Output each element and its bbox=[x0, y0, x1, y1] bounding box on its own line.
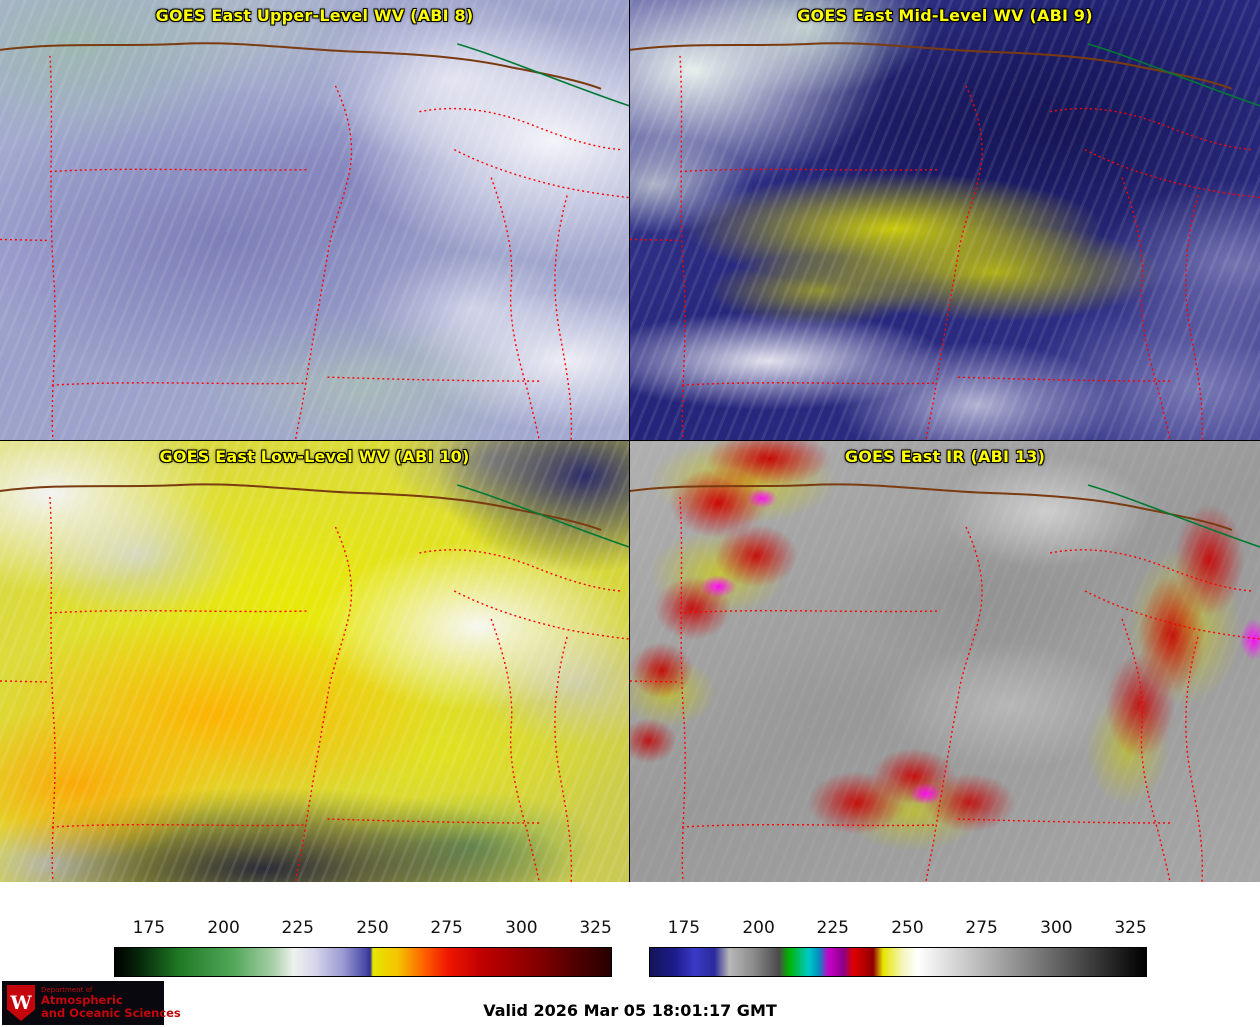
colorbar-tick-label: 325 bbox=[1114, 918, 1147, 938]
panel-low-level-wv-abi10: GOES East Low-Level WV (ABI 10) bbox=[0, 441, 630, 882]
logo-name-line2: and Oceanic Sciences bbox=[41, 1005, 181, 1020]
state-borders-map-overlay bbox=[0, 483, 629, 882]
satellite-panel-grid: GOES East Upper-Level WV (ABI 8) GOES Ea… bbox=[0, 0, 1260, 882]
wv-colorbar-gradient bbox=[114, 947, 612, 977]
colorbar-tick-label: 175 bbox=[667, 918, 701, 938]
state-borders-map-overlay bbox=[630, 483, 1260, 882]
colorbar-tick-label: 175 bbox=[132, 918, 166, 938]
wv-colorbar: 175 200 225 250 275 300 325 bbox=[114, 918, 612, 977]
panel-upper-level-wv-abi8: GOES East Upper-Level WV (ABI 8) bbox=[0, 0, 630, 441]
state-borders-map-overlay bbox=[0, 42, 629, 440]
colorbar-tick-label: 250 bbox=[891, 918, 924, 938]
colorbar-tick-label: 300 bbox=[505, 918, 538, 938]
colorbar-tick-label: 200 bbox=[207, 918, 240, 938]
colorbar-tick-label: 275 bbox=[430, 918, 463, 938]
colorbar-legend-area: 175 200 225 250 275 300 325 175 200 225 … bbox=[0, 882, 1260, 1027]
uw-aos-logo[interactable]: W Department of Atmospheric and Oceanic … bbox=[2, 981, 181, 1025]
state-borders-map-overlay bbox=[630, 42, 1260, 440]
panel-title-abi10: GOES East Low-Level WV (ABI 10) bbox=[159, 447, 470, 466]
panel-title-abi8: GOES East Upper-Level WV (ABI 8) bbox=[155, 6, 474, 25]
panel-title-abi13: GOES East IR (ABI 13) bbox=[844, 447, 1046, 466]
valid-timestamp: Valid 2026 Mar 05 18:01:17 GMT bbox=[483, 1001, 777, 1020]
logo-name-line1: Atmospheric bbox=[41, 993, 123, 1008]
panel-ir-abi13: GOES East IR (ABI 13) bbox=[630, 441, 1260, 882]
colorbar-tick-label: 300 bbox=[1040, 918, 1073, 938]
panel-mid-level-wv-abi9: GOES East Mid-Level WV (ABI 9) bbox=[630, 0, 1260, 441]
colorbar-tick-label: 325 bbox=[579, 918, 612, 938]
colorbar-tick-label: 200 bbox=[742, 918, 775, 938]
panel-title-abi9: GOES East Mid-Level WV (ABI 9) bbox=[797, 6, 1093, 25]
ir-colorbar: 175 200 225 250 275 300 325 bbox=[649, 918, 1147, 977]
uw-crest-icon: W bbox=[7, 985, 35, 1021]
ir-colorbar-ticks: 175 200 225 250 275 300 325 bbox=[649, 918, 1147, 944]
colorbar-tick-label: 225 bbox=[281, 918, 314, 938]
logo-text: Department of Atmospheric and Oceanic Sc… bbox=[41, 985, 181, 1020]
wv-colorbar-ticks: 175 200 225 250 275 300 325 bbox=[114, 918, 612, 944]
colorbar-tick-label: 250 bbox=[356, 918, 389, 938]
crest-monogram: W bbox=[10, 991, 32, 1014]
logo-dept-line: Department of bbox=[41, 985, 93, 994]
ir-colorbar-gradient bbox=[649, 947, 1147, 977]
colorbar-tick-label: 275 bbox=[965, 918, 998, 938]
colorbar-tick-label: 225 bbox=[816, 918, 849, 938]
